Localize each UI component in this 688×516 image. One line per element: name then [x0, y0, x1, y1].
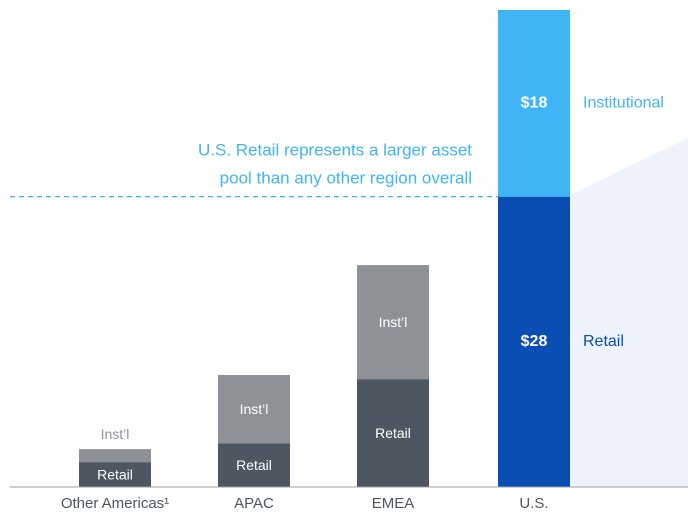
annotation: pool than any other region overall: [220, 168, 472, 187]
bar-segment: [357, 265, 429, 380]
bar-segment: [218, 443, 290, 487]
bar-segment: [79, 449, 151, 463]
annotation: U.S. Retail represents a larger asset: [198, 140, 472, 159]
segment-label: Inst’l: [240, 401, 269, 417]
bar-segment: [218, 375, 290, 444]
segment-label: Retail: [97, 466, 133, 482]
bar-segment: [498, 10, 570, 197]
segment-label: Retail: [236, 457, 272, 473]
x-tick-label: APAC: [234, 495, 274, 512]
segment-label: Inst’l: [101, 426, 130, 442]
segment-label: Inst’l: [379, 314, 408, 330]
highlight-area: [570, 138, 688, 487]
x-tick-label: Other Americas¹: [61, 495, 169, 512]
data-label: $18: [521, 95, 548, 112]
bar-segment: [79, 462, 151, 487]
x-tick-label: U.S.: [519, 495, 548, 512]
bar-segment: [357, 379, 429, 487]
x-tick-label: EMEA: [372, 495, 415, 512]
bar-segment: [498, 196, 570, 488]
data-label: $28: [521, 333, 548, 350]
side-label: Retail: [583, 333, 624, 350]
side-label: Institutional: [583, 95, 664, 112]
segment-label: Retail: [375, 425, 411, 441]
